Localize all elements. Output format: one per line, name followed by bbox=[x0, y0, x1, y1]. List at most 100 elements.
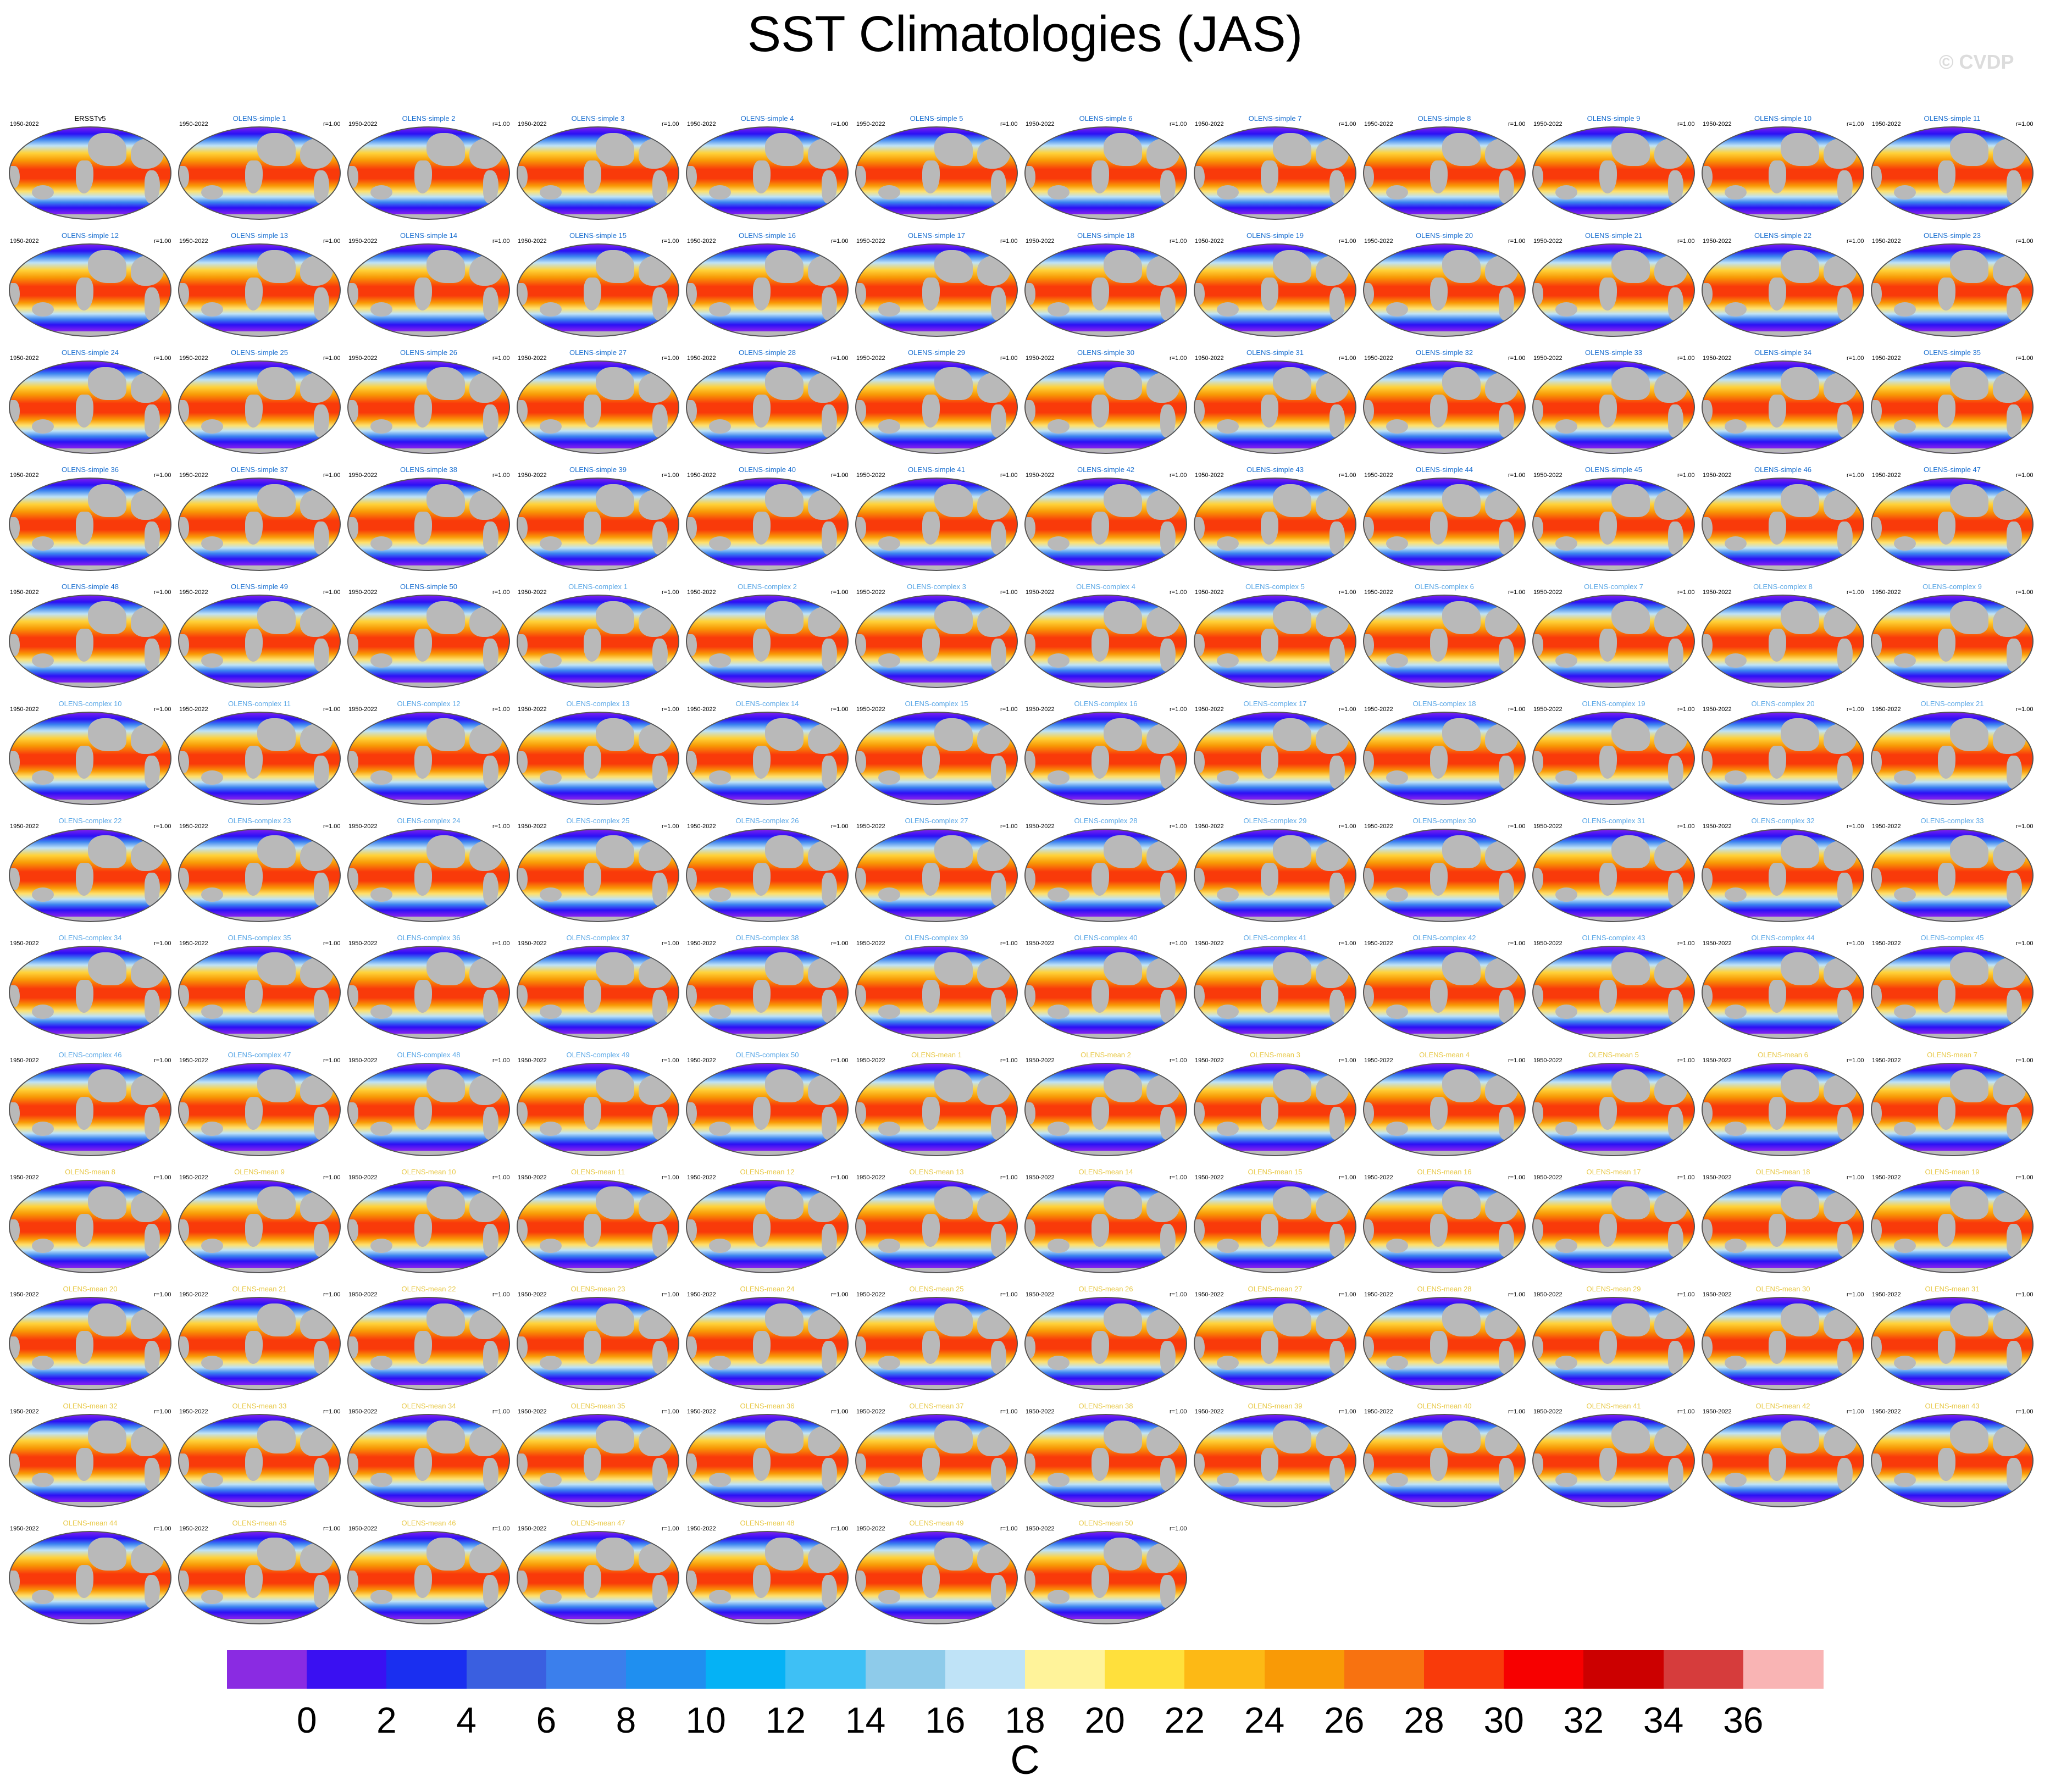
colorbar-tick-label: 36 bbox=[1723, 1700, 1764, 1740]
panel-title: OLENS-simple 40 bbox=[738, 465, 796, 474]
land-mask bbox=[1048, 536, 1070, 551]
land-mask bbox=[1329, 1458, 1345, 1491]
panel-period: 1950-2022 bbox=[10, 355, 39, 362]
map-panel: OLENS-simple 32 1950-2022 r=1.00 bbox=[1360, 344, 1529, 456]
sst-map bbox=[1702, 829, 1864, 922]
map-panel: OLENS-complex 17 1950-2022 r=1.00 bbox=[1190, 695, 1360, 807]
panel-period: 1950-2022 bbox=[179, 121, 208, 127]
land-mask bbox=[639, 1309, 672, 1339]
sst-map bbox=[517, 712, 679, 805]
panel-title: OLENS-mean 37 bbox=[909, 1402, 964, 1410]
land-mask bbox=[10, 166, 20, 188]
sst-map bbox=[1871, 1180, 2034, 1273]
sst-map bbox=[855, 478, 1018, 571]
land-mask bbox=[822, 873, 837, 906]
land-mask bbox=[639, 138, 672, 169]
panel-pattern-correlation: r=1.00 bbox=[1847, 823, 1864, 830]
panel-title: OLENS-mean 18 bbox=[1755, 1168, 1810, 1176]
land-mask bbox=[348, 985, 358, 1007]
panel-title: OLENS-mean 36 bbox=[740, 1402, 795, 1410]
panel-title: OLENS-simple 48 bbox=[61, 582, 119, 591]
land-mask bbox=[1026, 1034, 1186, 1038]
panel-period: 1950-2022 bbox=[687, 823, 716, 830]
sst-map bbox=[686, 712, 849, 805]
land-mask bbox=[1950, 1303, 1988, 1336]
panel-title: OLENS-simple 49 bbox=[230, 582, 289, 591]
land-mask bbox=[1485, 724, 1518, 754]
land-mask bbox=[469, 1426, 502, 1456]
land-mask bbox=[145, 873, 160, 906]
land-mask bbox=[1430, 1097, 1448, 1130]
panel-title: OLENS-mean 45 bbox=[232, 1519, 287, 1527]
land-mask bbox=[1555, 1005, 1577, 1019]
land-mask bbox=[1430, 278, 1448, 310]
panel-title: OLENS-simple 19 bbox=[1246, 231, 1304, 240]
land-mask bbox=[348, 214, 509, 219]
map-panel: OLENS-simple 22 1950-2022 r=1.00 bbox=[1698, 227, 1868, 339]
land-mask bbox=[1725, 1356, 1747, 1370]
panel-period: 1950-2022 bbox=[1872, 355, 1901, 362]
land-mask bbox=[1026, 1453, 1035, 1475]
panel-title: OLENS-complex 44 bbox=[1751, 934, 1815, 942]
map-panel: OLENS-complex 29 1950-2022 r=1.00 bbox=[1190, 812, 1360, 924]
panel-title: OLENS-simple 12 bbox=[61, 231, 119, 240]
panel-period: 1950-2022 bbox=[518, 1057, 547, 1064]
land-mask bbox=[540, 1122, 562, 1136]
land-mask bbox=[652, 521, 668, 554]
panel-pattern-correlation: r=1.00 bbox=[1508, 823, 1526, 830]
map-panel: OLENS-mean 33 1950-2022 r=1.00 bbox=[175, 1397, 344, 1510]
land-mask bbox=[1555, 887, 1577, 902]
land-mask bbox=[1703, 283, 1713, 305]
land-mask bbox=[518, 1571, 528, 1593]
panel-pattern-correlation: r=1.00 bbox=[1000, 706, 1018, 713]
land-mask bbox=[1146, 841, 1179, 871]
land-mask bbox=[10, 985, 20, 1007]
panel-title: OLENS-simple 50 bbox=[400, 582, 458, 591]
land-mask bbox=[1160, 170, 1176, 203]
land-mask bbox=[878, 887, 900, 902]
panel-period: 1950-2022 bbox=[1872, 940, 1901, 947]
sst-map bbox=[1702, 946, 1864, 1039]
land-mask bbox=[1364, 868, 1374, 890]
land-mask bbox=[1092, 1214, 1109, 1247]
land-mask bbox=[1386, 1473, 1408, 1487]
land-mask bbox=[1160, 639, 1176, 672]
land-mask bbox=[1160, 756, 1176, 789]
sst-map bbox=[9, 1063, 171, 1156]
land-mask bbox=[822, 521, 837, 554]
land-mask bbox=[687, 1151, 847, 1155]
land-mask bbox=[10, 283, 20, 305]
sst-map bbox=[1024, 1531, 1187, 1624]
land-mask bbox=[1611, 601, 1650, 634]
land-mask bbox=[370, 1473, 392, 1487]
land-mask bbox=[483, 1341, 498, 1374]
land-mask bbox=[709, 653, 731, 668]
panel-pattern-correlation: r=1.00 bbox=[662, 1174, 679, 1181]
land-mask bbox=[1026, 400, 1035, 422]
land-mask bbox=[1316, 1426, 1349, 1456]
panel-title: OLENS-mean 50 bbox=[1078, 1519, 1133, 1527]
map-panel: OLENS-complex 49 1950-2022 r=1.00 bbox=[513, 1046, 683, 1158]
panel-title: OLENS-mean 29 bbox=[1586, 1285, 1641, 1293]
land-mask bbox=[131, 607, 164, 637]
panel-period: 1950-2022 bbox=[687, 238, 716, 245]
panel-period: 1950-2022 bbox=[179, 1291, 208, 1298]
land-mask bbox=[1048, 1239, 1070, 1253]
land-mask bbox=[483, 1575, 498, 1608]
land-mask bbox=[1781, 367, 1819, 400]
land-mask bbox=[1146, 724, 1179, 754]
land-mask bbox=[370, 419, 392, 434]
panel-period: 1950-2022 bbox=[856, 706, 885, 713]
panel-title: OLENS-mean 5 bbox=[1588, 1051, 1639, 1059]
land-mask bbox=[314, 1458, 329, 1491]
land-mask bbox=[1104, 601, 1142, 634]
land-mask bbox=[483, 170, 498, 203]
land-mask bbox=[753, 863, 771, 896]
sst-map bbox=[1871, 946, 2034, 1039]
land-mask bbox=[1837, 170, 1853, 203]
land-mask bbox=[1195, 1336, 1205, 1358]
land-mask bbox=[1048, 887, 1070, 902]
panel-title: OLENS-simple 3 bbox=[571, 114, 625, 123]
land-mask bbox=[1316, 1192, 1349, 1222]
land-mask bbox=[1703, 1034, 1863, 1038]
